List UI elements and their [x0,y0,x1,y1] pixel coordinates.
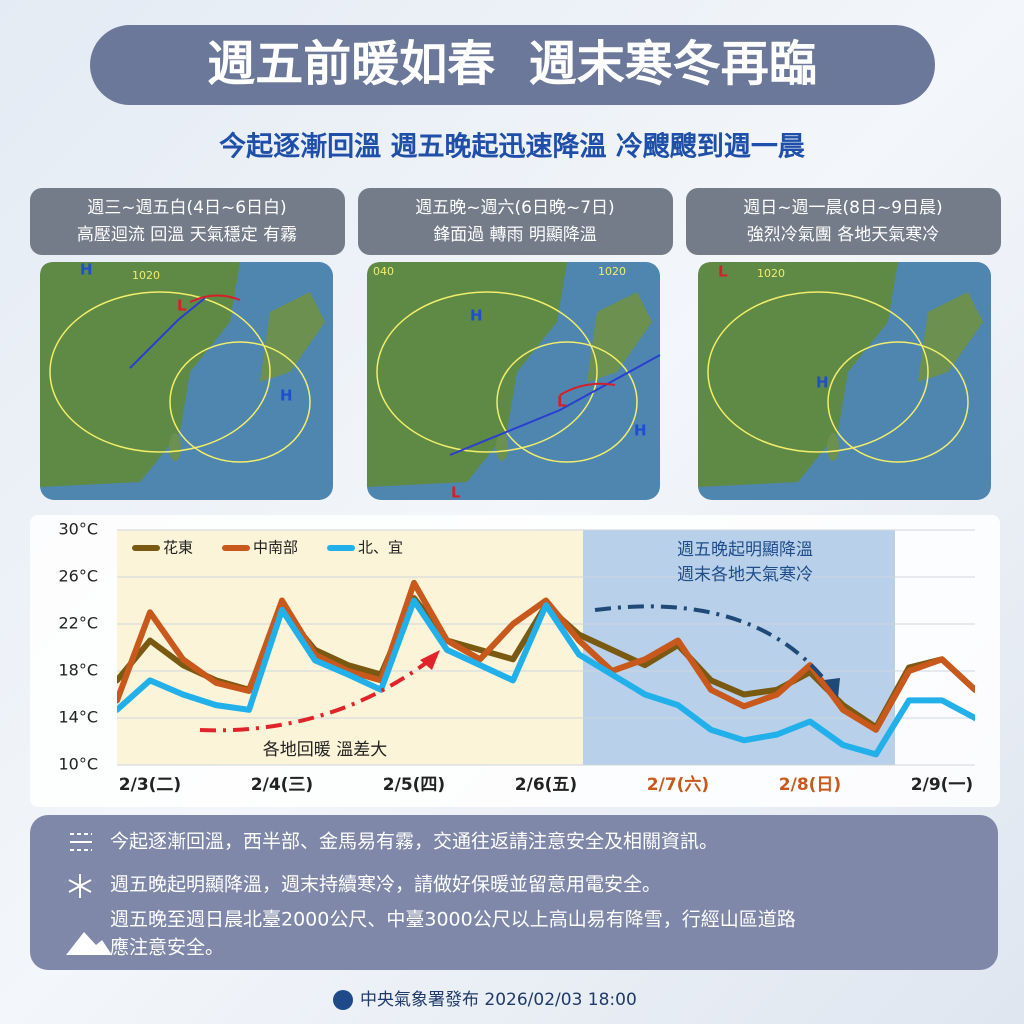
notes-panel [30,815,998,970]
map-marker: H [634,422,647,440]
map-marker: L [177,297,187,315]
map-markers: H L H 1020 040 H L H L 1020 L 1020 H [80,261,829,502]
y-tick-label: 22°C [58,614,98,633]
land [587,292,652,382]
logo [333,990,353,1010]
weather-map [40,262,333,500]
x-tick-label: 2/6(五) [515,775,577,795]
panel-headers: 週三~週五白(4日~6日白) 高壓迴流 回溫 天氣穩定 有霧 週五晚~週六(6日… [30,188,1001,255]
warm-front [189,294,241,303]
panel-line: 鋒面過 轉雨 明顯降溫 [433,225,597,245]
title: 週五前暖如春 週末寒冬再臨 [207,36,816,92]
legend-label: 中南部 [253,539,298,557]
warm-front [559,382,616,396]
plot [117,579,975,758]
annotation: 週末各地天氣寒冷 [677,565,813,585]
arrow [594,604,827,682]
warm-period [117,530,583,765]
land [367,262,567,487]
isobar [496,341,638,463]
cold-period [583,530,895,765]
footer: 中央氣象署發布 2026/02/03 18:00 [360,990,637,1010]
map-marker: L [557,393,567,411]
fog-icon [70,833,92,851]
chart: 10°C 14°C 18°C 22°C 26°C 30°C 2/3(二) 2/4(三) 2/5(… [58,520,975,795]
isobar-label: 1020 [757,267,785,280]
note: 應注意安全。 [110,936,224,959]
isobar [376,291,598,453]
x-tick-label: 2/3(二) [119,775,181,795]
map-marker: H [280,387,293,405]
note: 今起逐漸回溫，西半部、金馬易有霧，交通往返請注意安全及相關資訊。 [110,831,718,853]
weather-map [367,262,660,500]
cold-front [449,354,661,456]
weather-map [698,262,991,500]
map-marker: H [816,374,829,392]
isobar-label: 1020 [132,269,160,282]
panel-line: 週五晚~週六(6日晚~7日) [415,198,614,218]
y-tick-label: 10°C [58,755,98,774]
panel-header [358,188,673,255]
map-marker: H [80,261,93,279]
isobar [169,341,311,463]
panel-line: 強烈冷氣團 各地天氣寒冷 [747,225,939,245]
subtitle: 今起逐漸回溫 週五晚起迅速降溫 冷颼颼到週一晨 [219,131,806,163]
series-line [117,597,975,758]
isobar [49,291,271,453]
y-tick-label: 26°C [58,567,98,586]
panel-line: 週三~週五白(4日~6日白) [87,198,286,218]
legend-label: 花東 [163,539,193,557]
x-tick-label: 2/9(一) [911,775,973,795]
isobar-label: 040 [373,265,394,278]
taiwan [827,433,839,461]
isobar [827,341,969,463]
x-tick-label: 2/5(四) [383,775,445,795]
annotation: 各地回暖 溫差大 [263,740,387,760]
taiwan [496,433,508,461]
x-tick-label: 2/8(日) [779,775,841,795]
y-tick-label: 30°C [58,520,98,539]
panel-header [686,188,1001,255]
panel-line: 週日~週一晨(8日~9日晨) [743,198,942,218]
map-marker: L [451,484,461,502]
taiwan [169,433,181,461]
arrow-head [824,678,840,698]
y-tick-label: 14°C [58,708,98,727]
title-pill [90,25,935,105]
panel-line: 高壓迴流 回溫 天氣穩定 有霧 [77,225,297,245]
series-line [117,579,975,733]
map-marker: L [718,263,728,281]
isobar-label: 1020 [598,265,626,278]
legend-label: 北、宜 [358,539,403,557]
x-tick-label: 2/4(三) [251,775,313,795]
mountain-icon [66,932,112,955]
maps [40,262,991,500]
panel-header [30,188,345,255]
land [40,262,240,487]
land [260,292,325,382]
note: 週五晚至週日晨北臺2000公尺、中臺3000公尺以上高山易有降雪，行經山區道路 [110,909,796,931]
snow-icon [68,874,92,898]
cold-front [129,297,206,369]
y-tick-label: 18°C [58,661,98,680]
land [918,292,983,382]
land [698,262,898,487]
annotation: 週五晚起明顯降溫 [677,540,813,560]
x-tick-label: 2/7(六) [647,774,709,795]
isobar [707,291,929,453]
arrow-head [420,650,440,670]
note: 週五晚起明顯降溫，週末持續寒冷，請做好保暖並留意用電安全。 [110,874,661,896]
arrow [199,658,432,733]
map-marker: H [470,307,483,325]
